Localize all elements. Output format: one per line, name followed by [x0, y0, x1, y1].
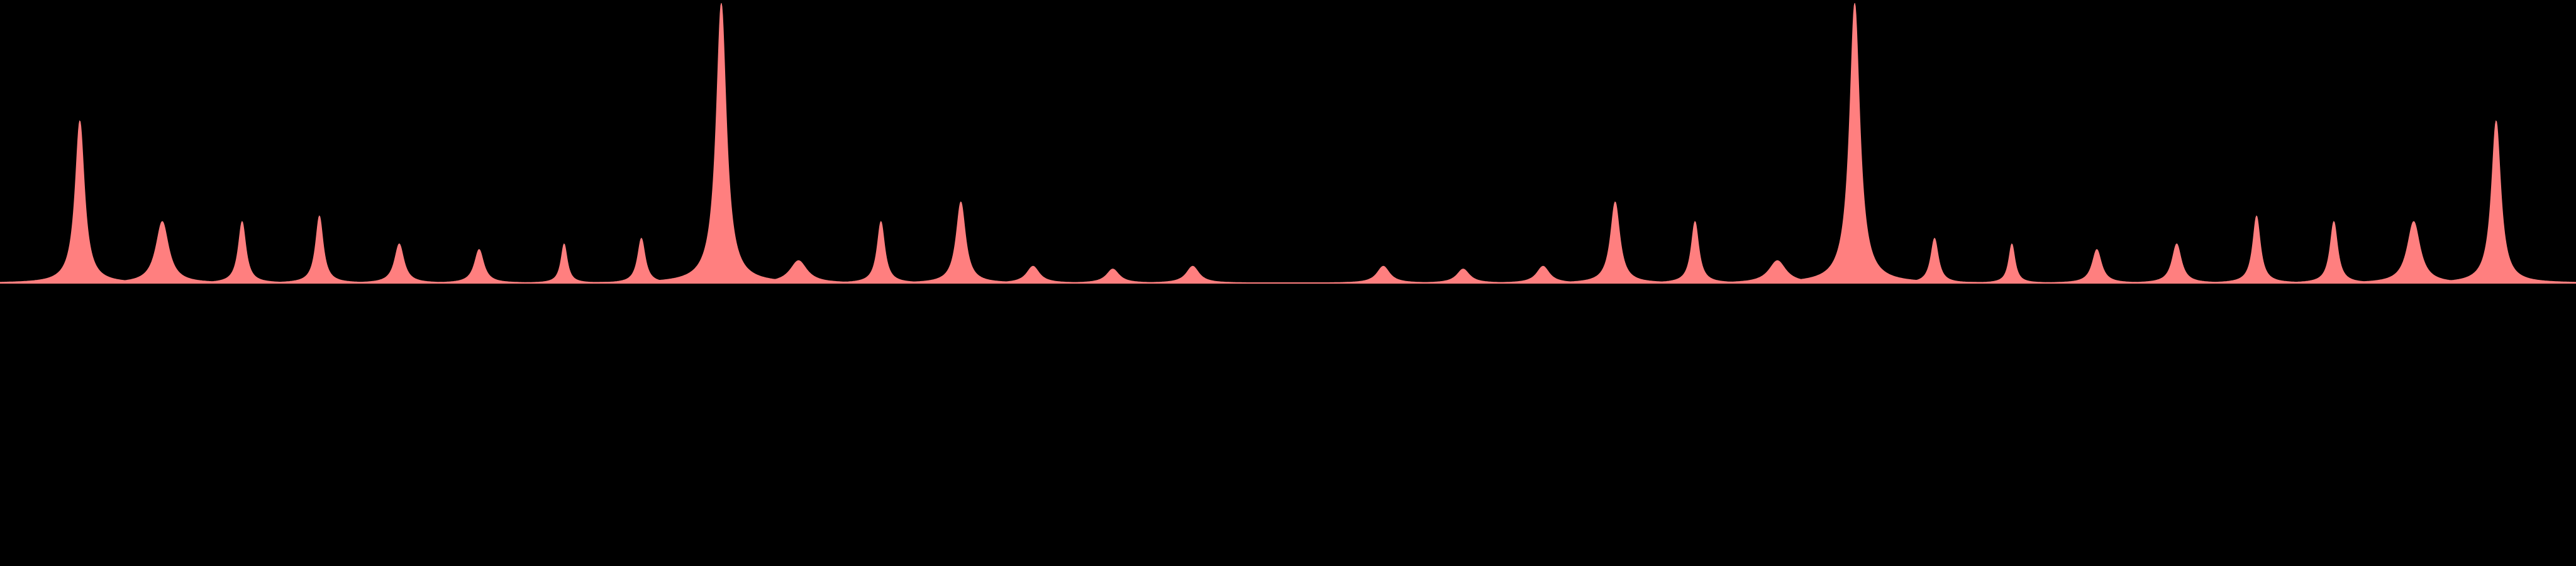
spectrum-chart — [0, 3, 2576, 284]
